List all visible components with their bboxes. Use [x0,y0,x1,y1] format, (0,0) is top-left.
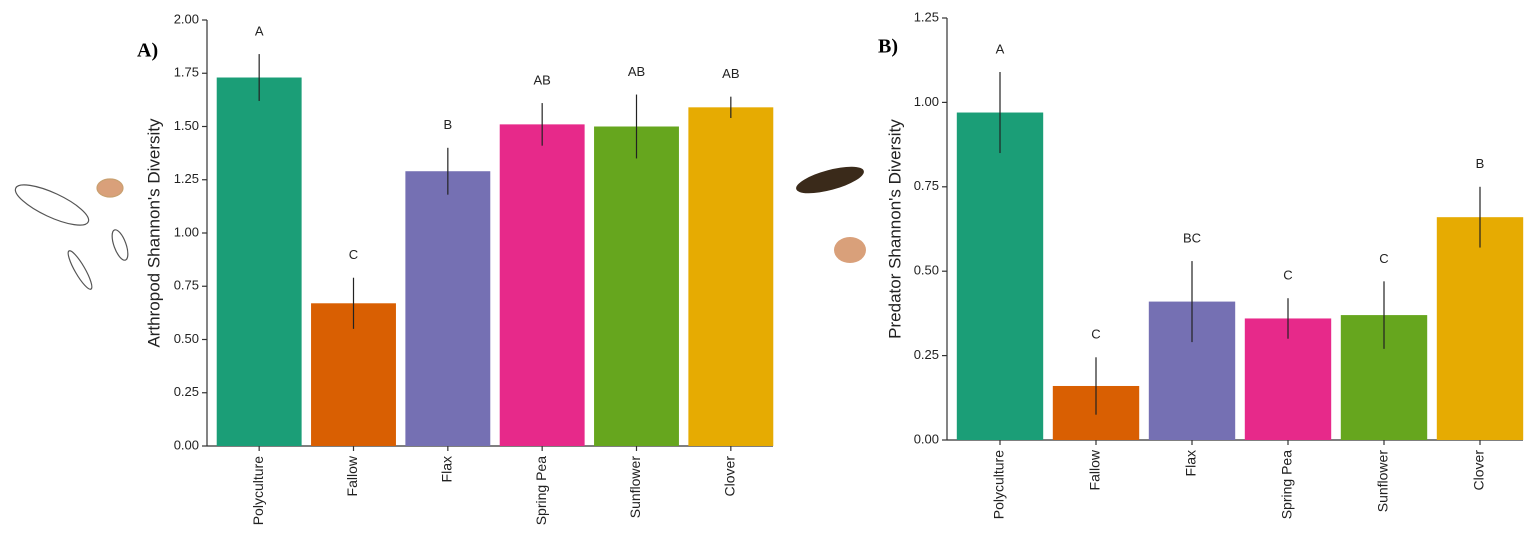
x-tick-label: Flax [1183,450,1199,476]
x-tick-label: Fallow [344,455,360,496]
x-tick-label: Sunflower [1375,450,1391,513]
x-tick-label: Spring Pea [533,456,549,525]
y-tick-label: 0.25 [914,347,939,362]
significance-letter: BC [1183,231,1201,246]
y-tick-label: 1.25 [914,9,939,24]
y-axis-title: Arthropod Shannon's Diversity [144,118,163,348]
x-tick-label: Fallow [1087,449,1103,490]
significance-letter: A [255,24,264,39]
y-axis-title: Predator Shannon's Diversity [885,119,904,339]
significance-letter: C [349,247,358,262]
y-tick-label: 0.25 [174,384,199,399]
significance-letter: A [996,41,1005,56]
panel-label: B) [878,36,898,58]
significance-letter: B [443,117,452,132]
significance-letter: B [1476,156,1485,171]
bar [688,107,773,446]
panel-label: A) [137,40,158,62]
bar [405,171,490,446]
significance-letter: AB [722,66,739,81]
y-tick-label: 1.75 [174,65,199,80]
bar [594,127,679,447]
bar [500,124,585,446]
x-tick-label: Clover [722,456,738,497]
y-tick-label: 1.25 [174,171,199,186]
significance-letter: AB [533,73,550,88]
y-tick-label: 1.00 [914,94,939,109]
x-tick-label: Sunflower [627,456,643,519]
y-tick-label: 0.00 [174,437,199,452]
y-tick-label: 1.00 [174,224,199,239]
y-tick-label: 0.00 [914,431,939,446]
x-tick-label: Flax [439,456,455,482]
x-tick-label: Polyculture [250,456,266,525]
bar [957,113,1043,440]
x-tick-label: Polyculture [991,450,1007,519]
y-tick-label: 0.75 [914,178,939,193]
y-tick-label: 0.75 [174,278,199,293]
x-tick-label: Clover [1471,450,1487,491]
significance-letter: C [1283,268,1292,283]
y-tick-label: 2.00 [174,11,199,26]
significance-letter: C [1091,327,1100,342]
illustration-a [11,177,131,291]
significance-letter: C [1379,251,1388,266]
figure: A) Arthropod Shannon's Diversity 0.00 0.25 0… [0,0,1531,541]
bar [1437,217,1523,440]
significance-letter: AB [628,64,645,79]
illustration-b [794,161,867,263]
y-tick-label: 0.50 [174,331,199,346]
y-tick-label: 0.50 [914,263,939,278]
x-tick-label: Spring Pea [1279,450,1295,519]
bar [217,78,302,446]
y-tick-label: 1.50 [174,118,199,133]
